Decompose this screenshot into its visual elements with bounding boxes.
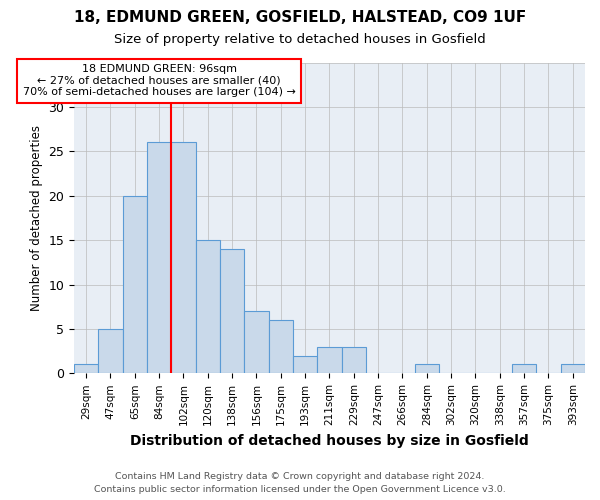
Bar	[220, 249, 244, 374]
Bar	[317, 346, 341, 374]
Bar	[122, 196, 147, 374]
Bar	[147, 142, 171, 374]
Bar	[98, 329, 122, 374]
Text: Size of property relative to detached houses in Gosfield: Size of property relative to detached ho…	[114, 32, 486, 46]
Text: Contains HM Land Registry data © Crown copyright and database right 2024.: Contains HM Land Registry data © Crown c…	[115, 472, 485, 481]
Bar	[341, 346, 366, 374]
Bar	[293, 356, 317, 374]
Text: 18 EDMUND GREEN: 96sqm
← 27% of detached houses are smaller (40)
70% of semi-det: 18 EDMUND GREEN: 96sqm ← 27% of detached…	[23, 64, 296, 98]
Bar	[269, 320, 293, 374]
Bar	[171, 142, 196, 374]
Bar	[415, 364, 439, 374]
Bar	[196, 240, 220, 374]
Y-axis label: Number of detached properties: Number of detached properties	[30, 125, 43, 311]
Bar	[244, 311, 269, 374]
Text: Contains public sector information licensed under the Open Government Licence v3: Contains public sector information licen…	[94, 485, 506, 494]
X-axis label: Distribution of detached houses by size in Gosfield: Distribution of detached houses by size …	[130, 434, 529, 448]
Bar	[74, 364, 98, 374]
Bar	[560, 364, 585, 374]
Text: 18, EDMUND GREEN, GOSFIELD, HALSTEAD, CO9 1UF: 18, EDMUND GREEN, GOSFIELD, HALSTEAD, CO…	[74, 10, 526, 25]
Bar	[512, 364, 536, 374]
